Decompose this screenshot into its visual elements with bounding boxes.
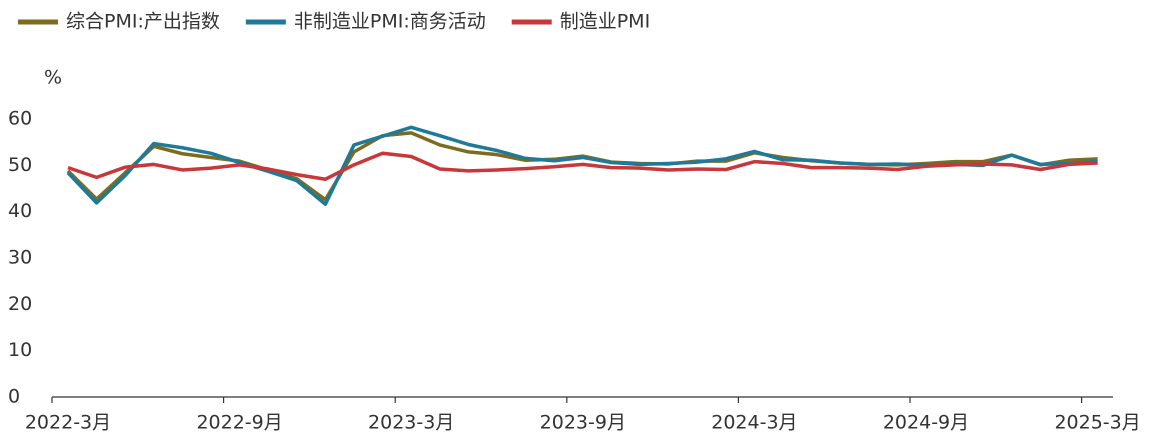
legend-label: 制造业PMI <box>560 11 650 33</box>
legend-label: 非制造业PMI:商务活动 <box>294 11 486 33</box>
y-tick-label: 30 <box>8 247 32 269</box>
x-tick-label: 2022-3月 <box>25 412 111 434</box>
y-unit: % <box>44 67 62 89</box>
y-tick-label: 20 <box>8 293 32 315</box>
y-tick-label: 40 <box>8 200 32 222</box>
y-tick-label: 50 <box>8 154 32 176</box>
x-tick-label: 2022-9月 <box>196 412 282 434</box>
y-tick-label: 60 <box>8 108 32 130</box>
y-tick-label: 0 <box>8 386 20 408</box>
x-tick-label: 2024-3月 <box>711 412 797 434</box>
legend-label: 综合PMI:产出指数 <box>66 11 220 33</box>
x-tick-label: 2024-9月 <box>883 412 969 434</box>
x-tick-label: 2023-3月 <box>368 412 454 434</box>
x-tick-label: 2023-9月 <box>540 412 626 434</box>
series-line <box>67 151 1098 181</box>
y-tick-label: 10 <box>8 339 32 361</box>
x-tick-label: 2025-3月 <box>1054 412 1140 434</box>
